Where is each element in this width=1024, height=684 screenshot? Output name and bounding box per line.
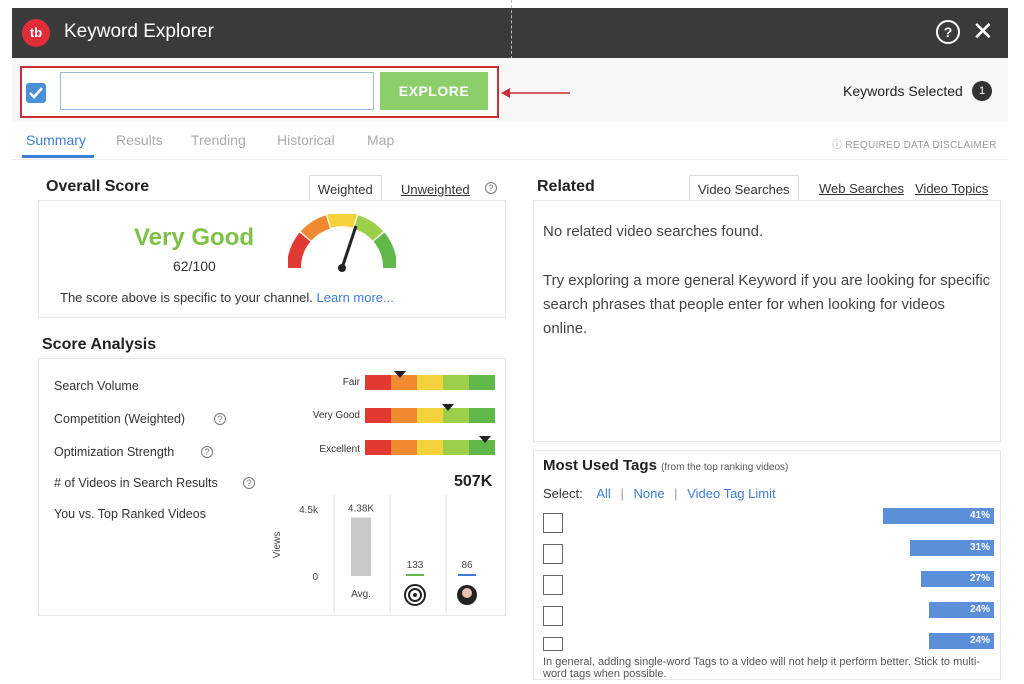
views-bar: [351, 517, 371, 576]
y-axis-label: Views: [272, 532, 283, 559]
you-vs-top-label: You vs. Top Ranked Videos: [54, 507, 206, 521]
select-label: Select:: [543, 486, 583, 501]
tabs-divider: [12, 159, 1008, 160]
keyword-checkbox[interactable]: [26, 83, 46, 103]
videos-count-label: # of Videos in Search Results: [54, 476, 218, 490]
competition-label-text: Competition (Weighted): [54, 412, 186, 426]
avatar-icon: [457, 585, 477, 605]
score-value: 62/100: [173, 258, 216, 274]
optimization-rating: Excellent: [319, 444, 360, 455]
related-hint: Try exploring a more general Keyword if …: [543, 272, 991, 337]
tab-summary[interactable]: Summary: [26, 132, 86, 148]
video-tag-limit-link[interactable]: Video Tag Limit: [687, 486, 776, 501]
views-bar: [458, 574, 476, 576]
x-label-avg: Avg.: [351, 589, 371, 600]
separator: |: [620, 486, 624, 501]
tab-historical[interactable]: Historical: [277, 132, 335, 148]
competition-marker: [442, 404, 455, 411]
title-bar: tb Keyword Explorer ? ✕: [12, 8, 1008, 58]
videos-count-value: 507K: [454, 473, 493, 490]
keywords-selected-count: 1: [972, 81, 992, 101]
help-icon[interactable]: ?: [936, 20, 960, 44]
tab-results[interactable]: Results: [116, 132, 163, 148]
tab-weighted[interactable]: Weighted: [309, 175, 382, 203]
select-all-link[interactable]: All: [596, 486, 611, 501]
help-icon[interactable]: ?: [201, 446, 213, 458]
checkmark-icon: [29, 87, 43, 99]
y-min-tick: 0: [312, 572, 318, 583]
tab-map[interactable]: Map: [367, 132, 395, 148]
related-empty-message: No related video searches found.: [543, 223, 764, 240]
learn-more-link[interactable]: Learn more...: [316, 290, 394, 305]
search-volume-label: Search Volume: [54, 379, 139, 393]
score-note-text: The score above is specific to your chan…: [60, 290, 313, 305]
score-rating: Very Good: [134, 224, 255, 251]
tab-web-searches[interactable]: Web Searches: [819, 181, 905, 196]
tab-video-searches[interactable]: Video Searches: [689, 175, 799, 203]
optimization-marker: [478, 436, 491, 443]
score-gauge-icon: [288, 214, 396, 272]
views-bar-label: 133: [407, 560, 424, 571]
score-note: The score above is specific to your chan…: [60, 290, 394, 305]
help-icon[interactable]: ?: [485, 182, 497, 194]
tag-usage-bar: 41%: [883, 508, 994, 524]
search-volume-scale: [365, 375, 495, 390]
optimization-scale: [365, 440, 495, 455]
tag-checkbox[interactable]: [543, 513, 563, 533]
select-none-link[interactable]: None: [633, 486, 665, 501]
y-max-tick: 4.5k: [299, 505, 319, 516]
data-disclaimer-link[interactable]: ⓘ REQUIRED DATA DISCLAIMER: [832, 140, 997, 151]
target-icon: [404, 584, 426, 606]
help-icon[interactable]: ?: [214, 413, 226, 425]
search-volume-rating: Fair: [342, 377, 360, 388]
related-card: [533, 200, 1001, 442]
competition-scale: [365, 408, 495, 423]
tag-usage-bar: 24%: [929, 602, 994, 618]
views-bar-label: 4.38K: [348, 504, 374, 515]
tags-footer-note: In general, adding single-word Tags to a…: [543, 656, 980, 680]
views-comparison-chart: Views 4.5k 0 4.38K 133 86 Avg.: [272, 495, 477, 613]
score-analysis-title: Score Analysis: [42, 336, 157, 353]
separator: |: [674, 486, 678, 501]
overall-score-card: [38, 200, 506, 318]
tag-checkbox[interactable]: [543, 606, 563, 626]
search-volume-marker: [394, 371, 407, 378]
tag-usage-bar: 27%: [921, 571, 994, 587]
tab-trending[interactable]: Trending: [191, 132, 246, 148]
close-icon[interactable]: ✕: [972, 16, 994, 46]
tag-checkbox[interactable]: [543, 637, 563, 651]
views-bar: [406, 574, 424, 576]
help-icon[interactable]: ?: [243, 477, 255, 489]
tags-card: [533, 450, 1001, 680]
explore-button[interactable]: EXPLORE: [380, 72, 488, 110]
tag-usage-bar: 31%: [910, 540, 994, 556]
competition-rating: Very Good: [312, 410, 360, 421]
tubebuddy-logo: tb: [22, 19, 50, 47]
tags-title: Most Used Tags (from the top ranking vid…: [543, 457, 788, 474]
views-bar-label: 86: [461, 560, 473, 571]
tag-checkbox[interactable]: [543, 544, 563, 564]
tags-subtitle: (from the top ranking videos): [661, 462, 789, 473]
tags-title-text: Most Used Tags: [543, 457, 657, 474]
tab-video-topics[interactable]: Video Topics: [915, 181, 989, 196]
related-title: Related: [537, 178, 595, 195]
app-title: Keyword Explorer: [64, 21, 214, 42]
competition-label: Competition (Weighted): [54, 412, 185, 426]
score-analysis-card: [38, 358, 506, 616]
arrow-annotation-icon: [501, 88, 570, 98]
keywords-selected-label: Keywords Selected: [843, 83, 963, 99]
active-tab-indicator: [22, 155, 94, 158]
tab-unweighted[interactable]: Unweighted: [401, 182, 470, 197]
tag-usage-bar: 24%: [929, 633, 994, 649]
optimization-label: Optimization Strength: [54, 445, 175, 459]
tag-checkbox[interactable]: [543, 575, 563, 595]
keyword-input[interactable]: [60, 72, 374, 110]
tag-select-row: Select: All | None | Video Tag Limit: [543, 486, 776, 501]
overall-score-title: Overall Score: [46, 178, 150, 195]
